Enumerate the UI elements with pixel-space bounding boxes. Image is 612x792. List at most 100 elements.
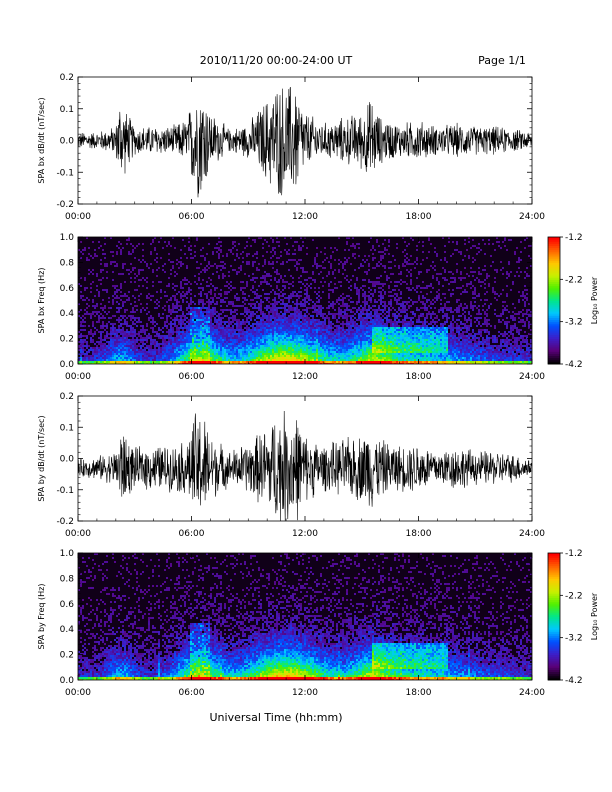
colorbar-tick-label: -3.2	[565, 634, 583, 644]
colorbar-frame	[547, 236, 561, 365]
series-line	[78, 87, 532, 198]
y-tick-label: 0.8	[60, 258, 75, 268]
y-axis-label: SPA by Freq (Hz)	[37, 584, 46, 650]
colorbar-swatch	[548, 344, 560, 348]
colorbar-swatch	[548, 567, 560, 571]
colorbar-swatch	[548, 610, 560, 613]
colorbar-swatch	[548, 599, 560, 603]
colorbar-frame	[547, 552, 561, 681]
y-ticks	[78, 395, 532, 522]
colorbar-swatch	[548, 576, 560, 579]
colorbar-swatch	[548, 635, 560, 639]
colorbar-tick-label: -2.2	[565, 591, 583, 601]
colorbar-swatch	[548, 300, 560, 304]
y-tick-label: -0.1	[56, 486, 74, 496]
colorbar-swatch	[548, 608, 560, 611]
y-axis-label: SPA bx dB/dt (nT/sec)	[37, 97, 46, 183]
y-tick-label: 0.0	[60, 676, 75, 686]
colorbar-swatch	[548, 296, 560, 299]
colorbar-swatch	[548, 622, 560, 626]
colorbar-swatch	[548, 637, 560, 641]
y-tick-label: 0.2	[60, 335, 74, 345]
colorbar-swatch	[548, 298, 560, 301]
x-tick-label: 24:00	[519, 372, 545, 382]
colorbar-swatch	[548, 648, 560, 651]
x-tick-label: 24:00	[519, 212, 545, 222]
colorbar-swatch	[548, 330, 560, 333]
colorbar-swatch	[548, 605, 560, 609]
x-tick-label: 24:00	[519, 529, 545, 539]
colorbar-swatch	[548, 266, 560, 270]
colorbar-swatch	[548, 245, 560, 249]
x-tick-label: 06:00	[179, 688, 205, 698]
colorbar-swatch	[548, 580, 560, 584]
colorbar-swatch	[548, 351, 560, 354]
colorbar-swatch	[548, 667, 560, 670]
colorbar-swatch	[548, 256, 560, 259]
y-tick-label: -0.2	[56, 517, 74, 527]
colorbar-swatch	[548, 618, 560, 622]
colorbar-swatch	[548, 260, 560, 263]
colorbar-swatch	[548, 340, 560, 344]
colorbar-swatch	[548, 306, 560, 310]
x-tick-label: 00:00	[65, 688, 91, 698]
colorbar-swatch	[548, 569, 560, 573]
colorbar-swatch	[548, 281, 560, 285]
colorbar: -1.2 -2.2 -3.2 -4.2 Log₁₀ Power	[547, 233, 599, 370]
colorbar-tick-label: -3.2	[565, 318, 583, 328]
y-tick-label: 0.2	[60, 392, 74, 402]
colorbar-swatch	[548, 325, 560, 329]
series-line	[78, 410, 532, 521]
colorbar-swatch	[548, 646, 560, 649]
colorbar-swatch	[548, 264, 560, 268]
colorbar-swatch	[548, 660, 560, 664]
x-tick-label: 18:00	[406, 688, 432, 698]
colorbar-swatch	[548, 251, 560, 255]
colorbar-tick-label: -4.2	[565, 360, 583, 370]
x-ticks	[77, 553, 533, 680]
colorbar-swatch	[548, 279, 560, 282]
colorbar-swatch	[548, 578, 560, 582]
x-tick-label: 18:00	[406, 212, 432, 222]
colorbar-swatch	[548, 353, 560, 357]
spectrogram-cells	[78, 237, 532, 364]
colorbar-swatch	[548, 559, 560, 562]
colorbar-swatch	[548, 665, 560, 668]
x-ticks	[77, 396, 533, 521]
colorbar-swatch	[548, 247, 560, 251]
colorbar-swatch	[548, 311, 560, 314]
colorbar-swatch	[548, 347, 560, 350]
y-ticks	[78, 552, 532, 681]
colorbar-swatch	[548, 644, 560, 647]
colorbar-swatch	[548, 593, 560, 596]
colorbar-swatch	[548, 591, 560, 594]
colorbar-swatch	[548, 582, 560, 586]
y-axis-label: SPA bx Freq (Hz)	[37, 268, 46, 334]
colorbar-swatch	[548, 557, 560, 560]
panel-3-line: -0.2 -0.1 0.0 0.1 0.2 SPA by dB/dt (nT/sec)	[37, 392, 533, 527]
x-tick-label: 12:00	[292, 372, 318, 382]
colorbar-swatch	[548, 313, 560, 316]
colorbar-swatch	[548, 677, 560, 681]
x-tick-label: 06:00	[179, 372, 205, 382]
x-ticks	[77, 237, 533, 364]
x-tick-label: 18:00	[406, 372, 432, 382]
colorbar-swatch	[548, 328, 560, 331]
colorbar-swatch	[548, 241, 560, 244]
colorbar-swatch	[548, 673, 560, 677]
y-tick-label: 0.8	[60, 574, 75, 584]
colorbar-swatch	[548, 671, 560, 675]
colorbar-swatch	[548, 565, 560, 569]
page-indicator: Page 1/1	[478, 54, 526, 67]
colorbar-swatch	[548, 268, 560, 272]
x-tick-label: 00:00	[65, 212, 91, 222]
y-tick-label: -0.2	[56, 200, 74, 210]
colorbar-swatch	[548, 321, 560, 325]
colorbar-swatch	[548, 620, 560, 624]
colorbar-swatch	[548, 641, 560, 645]
x-tick-label: 12:00	[292, 529, 318, 539]
colorbar-tick-label: -4.2	[565, 676, 583, 686]
x-tick-label: 00:00	[65, 372, 91, 382]
colorbar-swatch	[548, 253, 560, 257]
colorbar-swatch	[548, 319, 560, 323]
